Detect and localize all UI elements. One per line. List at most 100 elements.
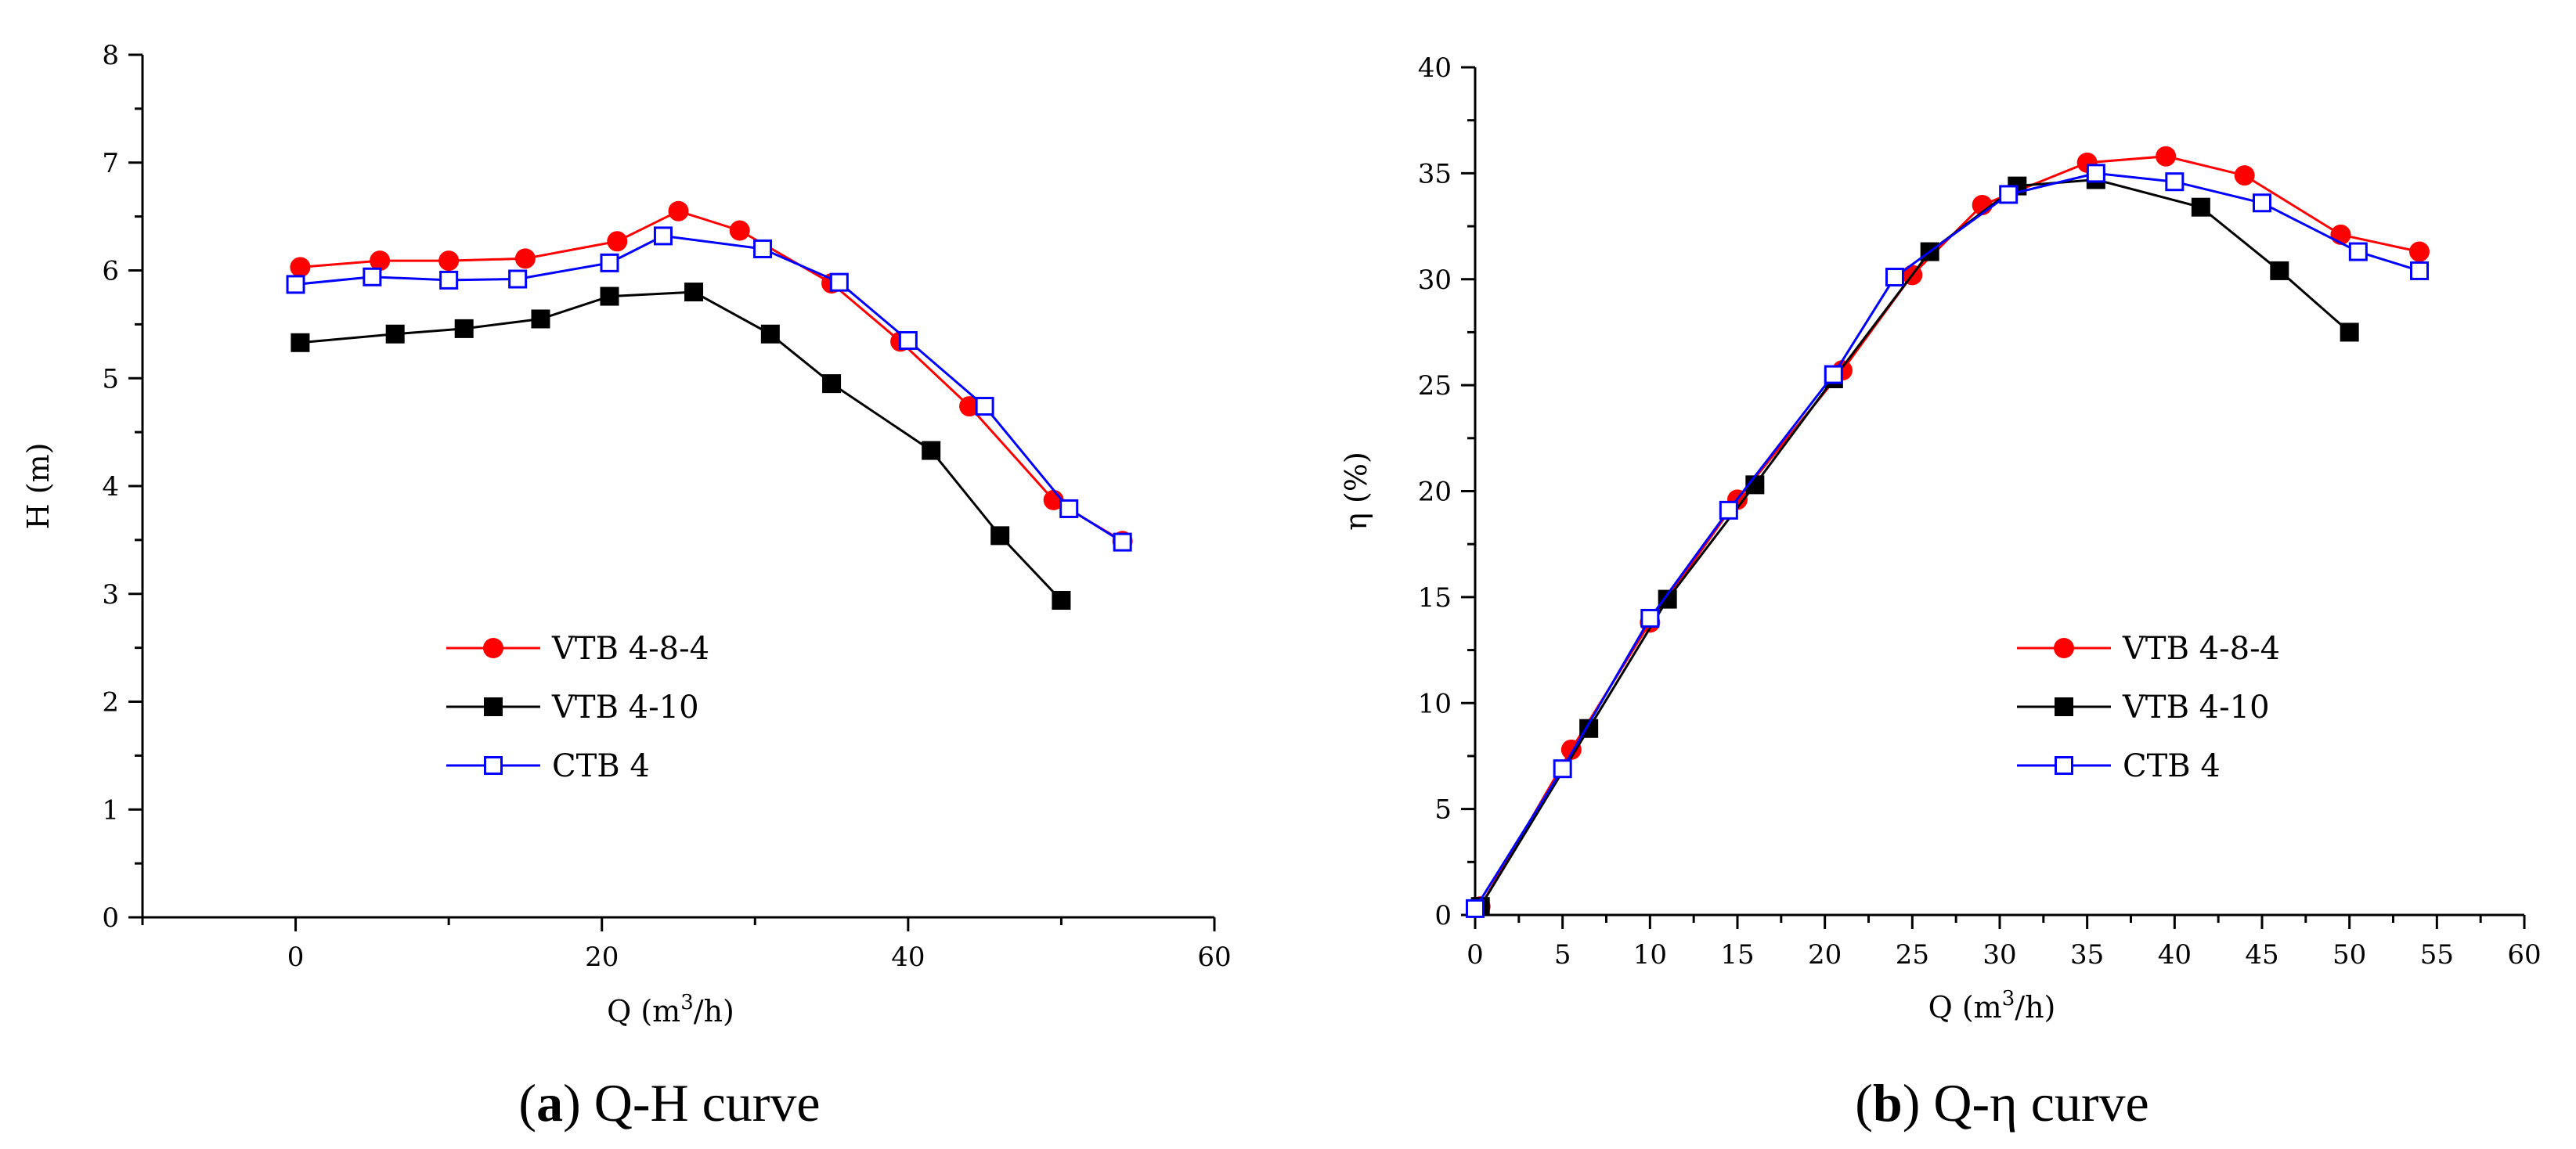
qeta-series-2-point (2270, 261, 2289, 280)
qh-y-tick-label: 0 (102, 902, 119, 934)
qh-series-1-point (438, 250, 460, 272)
qh-legend-label-3: CTB 4 (552, 748, 650, 784)
qh-legend-marker-2 (484, 697, 503, 716)
qeta-series-3-point (1640, 608, 1660, 628)
qeta-x-tick-label: 20 (1808, 939, 1842, 971)
qeta-series-3-point (2253, 193, 2271, 213)
qeta-x-tick-label: 60 (2507, 939, 2541, 971)
qeta-y-tick-label: 15 (1418, 582, 1452, 614)
qeta-y-tick-label: 30 (1418, 265, 1452, 296)
qeta-y-tick-label: 40 (1418, 52, 1452, 84)
qh-series-3-point (286, 275, 305, 294)
qh-y-axis-label: H (m) (21, 443, 56, 530)
qeta-series-3-point (2348, 242, 2368, 261)
panel-b-q-eta-chart: 0 5 10 15 20 25 30 35 40 45 50 55 60 0 5 10 15 20 25 30 35 40… (1339, 52, 2542, 1133)
qeta-legend-marker-3 (2055, 756, 2073, 775)
qh-x-tick-label: 60 (1197, 942, 1231, 973)
qeta-legend-label-2: VTB 4-10 (2122, 690, 2270, 726)
qeta-x-axis-label: Q (m3/h) (1928, 987, 2056, 1025)
qeta-series-3-point (2086, 164, 2105, 183)
qh-x-tick-label: 20 (585, 942, 619, 973)
qh-series-2-point (600, 286, 619, 306)
qeta-x-tick-label: 5 (1554, 939, 1571, 971)
qeta-x-tick-label: 25 (1896, 939, 1929, 971)
qeta-y-tick-label: 35 (1418, 158, 1452, 189)
qh-series-3-point (600, 253, 619, 272)
qh-series-2-point (760, 324, 780, 344)
qh-y-tick-label: 2 (102, 687, 119, 719)
qeta-legend-label-1: VTB 4-8-4 (2122, 631, 2280, 667)
qh-series-3-point (898, 331, 918, 351)
qh-series-3-point (975, 397, 994, 416)
qh-series-3-point (1113, 532, 1132, 552)
qh-series-1-point (729, 220, 750, 241)
qh-y-tick-label: 6 (102, 256, 119, 287)
qeta-x-tick-label: 45 (2245, 939, 2278, 971)
qh-series-1-point (668, 200, 689, 222)
qh-series-line-1 (300, 210, 1124, 542)
qh-legend-label-1: VTB 4-8-4 (551, 631, 709, 667)
qh-legend-marker-3 (484, 756, 503, 775)
qeta-x-tick-label: 0 (1467, 939, 1484, 971)
qeta-series-3-point (1885, 268, 1904, 287)
panel-a-qh-chart: 0 20 40 60 0 1 2 3 4 5 6 7 8 Q (m3/h) H (m) VTB 4-8-4 VT… (21, 40, 1232, 1133)
qh-y-tick-label: 7 (102, 148, 119, 179)
qh-x-tick-label: 0 (287, 942, 305, 973)
qh-series-2-point (531, 309, 550, 329)
qh-series-1-point (370, 250, 391, 272)
qh-legend-marker-1 (483, 638, 503, 658)
qh-y-tick-label: 8 (102, 40, 119, 71)
qeta-x-tick-label: 15 (1720, 939, 1754, 971)
qeta-y-tick-label: 20 (1418, 477, 1452, 508)
qeta-series-3-point (1466, 899, 1485, 918)
qh-series-line-3 (295, 234, 1124, 543)
qh-series-3-point (829, 272, 849, 292)
qh-series-2-point (822, 374, 842, 394)
qh-series-3-point (508, 269, 528, 289)
qeta-series-1-point (2409, 241, 2430, 262)
qeta-series-2-point (2191, 197, 2210, 217)
qeta-series-3-point (1999, 185, 2019, 204)
qh-series-3-point (653, 226, 673, 246)
qh-y-tick-label: 5 (102, 363, 119, 394)
qeta-y-tick-label: 0 (1434, 900, 1452, 931)
qeta-y-tick-label: 25 (1418, 370, 1452, 402)
qh-series-3-point (1059, 499, 1079, 518)
qh-series-3-point (753, 239, 773, 258)
qeta-legend-label-3: CTB 4 (2123, 748, 2221, 784)
qh-series-2-point (385, 324, 405, 344)
qeta-y-tick-label: 10 (1418, 688, 1452, 719)
qeta-y-axis-label: η (%) (1339, 452, 1373, 531)
qh-legend-label-2: VTB 4-10 (551, 690, 699, 726)
qeta-series-3-point (1553, 759, 1572, 779)
qeta-series-3-point (1719, 500, 1738, 520)
qeta-series-line-3 (1474, 171, 2420, 909)
qh-series-1-point (959, 396, 980, 417)
qh-series-1-point (514, 248, 536, 269)
qeta-series-2-point (2340, 322, 2359, 342)
qeta-legend-marker-1 (2054, 638, 2074, 658)
qeta-x-tick-label: 35 (2070, 939, 2104, 971)
qh-series-1-point (607, 231, 628, 252)
qh-series-2-point (454, 319, 474, 338)
qh-series-line-2 (300, 290, 1063, 602)
qeta-series-1-point (2156, 146, 2177, 167)
qh-series-2-point (684, 283, 704, 302)
qeta-y-tick-label: 5 (1434, 794, 1452, 826)
qeta-x-tick-label: 30 (1983, 939, 2016, 971)
qeta-series-3-point (2410, 261, 2429, 280)
qeta-series-3-point (1824, 365, 1843, 384)
qh-caption: (a) Q-H curve (518, 1073, 820, 1133)
qeta-x-tick-label: 10 (1633, 939, 1667, 971)
qh-series-2-point (1052, 591, 1071, 611)
qh-series-2-point (922, 441, 941, 460)
qh-series-1-point (290, 257, 311, 278)
qh-x-tick-label: 40 (891, 942, 925, 973)
qh-series-2-point (990, 526, 1010, 546)
qh-y-tick-label: 1 (102, 794, 119, 826)
qh-series-3-point (439, 270, 459, 290)
qeta-x-tick-label: 50 (2332, 939, 2366, 971)
qeta-x-tick-label: 55 (2420, 939, 2454, 971)
qh-x-axis-label: Q (m3/h) (607, 991, 734, 1028)
